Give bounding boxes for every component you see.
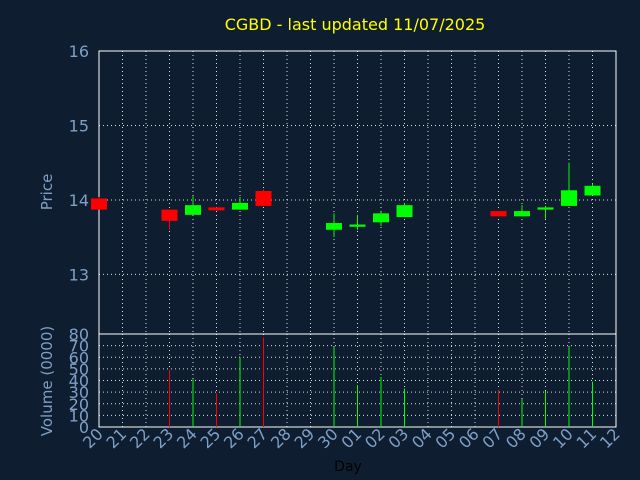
price-axis-label: Price xyxy=(38,174,56,211)
candle-body xyxy=(373,213,389,223)
candle-body xyxy=(584,185,601,196)
volume-tick-label: 0 xyxy=(79,418,89,437)
volume-tick-label: 20 xyxy=(69,395,89,414)
candle-body xyxy=(255,191,272,206)
volume-tick-label: 10 xyxy=(69,406,89,425)
candle-body xyxy=(326,223,342,230)
volume-tick-label: 40 xyxy=(69,372,89,391)
candle-body xyxy=(161,209,178,221)
volume-tick-label: 50 xyxy=(69,360,89,379)
price-tick-label: 14 xyxy=(69,191,89,210)
volume-tick-label: 80 xyxy=(69,325,89,344)
volume-axis-label: Volume (0000) xyxy=(38,326,56,436)
candle-body xyxy=(537,207,554,210)
candle-body xyxy=(232,202,248,210)
volume-tick-label: 60 xyxy=(69,348,89,367)
volume-tick-label: 30 xyxy=(69,383,89,402)
candle-body xyxy=(208,207,225,211)
candle-body xyxy=(91,198,107,210)
candle-body xyxy=(349,224,366,227)
volume-tick-label: 70 xyxy=(69,337,89,356)
candle-body xyxy=(396,205,413,218)
x-axis-label: Day xyxy=(334,459,362,475)
chart-title: CGBD - last updated 11/07/2025 xyxy=(225,15,486,34)
candle-body xyxy=(185,205,201,215)
candle-body xyxy=(490,211,507,217)
price-tick-label: 16 xyxy=(69,42,89,61)
price-tick-label: 13 xyxy=(69,265,89,284)
candle-body xyxy=(561,190,577,206)
price-tick-label: 15 xyxy=(69,116,89,135)
candle-body xyxy=(514,211,530,217)
